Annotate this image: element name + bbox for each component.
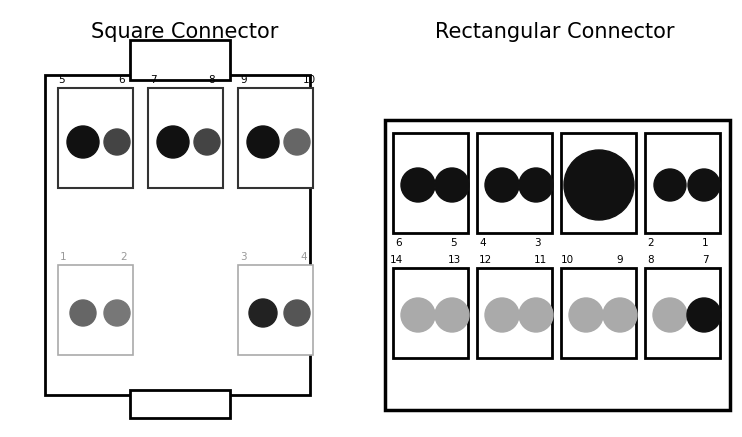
Text: 2: 2	[647, 238, 654, 248]
Text: 13: 13	[448, 255, 462, 265]
Circle shape	[569, 298, 603, 332]
Circle shape	[688, 169, 720, 201]
Bar	[58, 265, 133, 355]
Bar	[130, 40, 230, 80]
Circle shape	[194, 129, 220, 155]
Bar	[45, 75, 310, 395]
Circle shape	[519, 168, 553, 202]
Text: 3: 3	[534, 238, 541, 248]
Circle shape	[519, 298, 553, 332]
Circle shape	[435, 168, 469, 202]
Text: 11: 11	[534, 255, 548, 265]
Circle shape	[104, 129, 130, 155]
Text: 3: 3	[240, 252, 246, 262]
Circle shape	[485, 298, 519, 332]
Bar	[561, 133, 636, 233]
Bar	[238, 88, 313, 188]
Text: 4: 4	[479, 238, 485, 248]
Text: 9: 9	[616, 255, 623, 265]
Text: 6: 6	[395, 238, 401, 248]
Circle shape	[653, 298, 687, 332]
Circle shape	[687, 298, 721, 332]
Text: 2: 2	[120, 252, 127, 262]
Circle shape	[603, 298, 637, 332]
Text: 1: 1	[702, 238, 709, 248]
Circle shape	[401, 168, 435, 202]
Circle shape	[284, 300, 310, 326]
Circle shape	[67, 126, 99, 158]
Circle shape	[157, 126, 189, 158]
Bar	[393, 133, 468, 233]
Bar	[58, 88, 133, 188]
Circle shape	[401, 298, 435, 332]
Text: 7: 7	[150, 75, 157, 85]
Text: 10: 10	[561, 255, 574, 265]
Text: Rectangular Connector: Rectangular Connector	[436, 22, 674, 42]
Circle shape	[70, 300, 96, 326]
Circle shape	[435, 298, 469, 332]
Bar	[477, 133, 552, 233]
Text: 5: 5	[58, 75, 65, 85]
Circle shape	[284, 129, 310, 155]
Text: 14: 14	[390, 255, 403, 265]
Bar	[477, 268, 552, 358]
Text: 8: 8	[647, 255, 654, 265]
Circle shape	[564, 150, 634, 220]
Bar	[393, 268, 468, 358]
Text: 7: 7	[702, 255, 709, 265]
Bar	[561, 268, 636, 358]
Text: 6: 6	[118, 75, 125, 85]
Bar	[148, 88, 223, 188]
Text: 1: 1	[60, 252, 67, 262]
Text: 4: 4	[300, 252, 306, 262]
Bar	[645, 133, 720, 233]
Text: 5: 5	[450, 238, 456, 248]
Text: 12: 12	[479, 255, 492, 265]
Text: 9: 9	[240, 75, 246, 85]
Text: Square Connector: Square Connector	[91, 22, 279, 42]
Circle shape	[654, 169, 686, 201]
Text: 8: 8	[208, 75, 214, 85]
Circle shape	[104, 300, 130, 326]
Circle shape	[249, 299, 277, 327]
Bar	[130, 390, 230, 418]
Bar	[385, 120, 730, 410]
Circle shape	[247, 126, 279, 158]
Text: 10: 10	[303, 75, 316, 85]
Bar	[238, 265, 313, 355]
Bar	[645, 268, 720, 358]
Circle shape	[485, 168, 519, 202]
